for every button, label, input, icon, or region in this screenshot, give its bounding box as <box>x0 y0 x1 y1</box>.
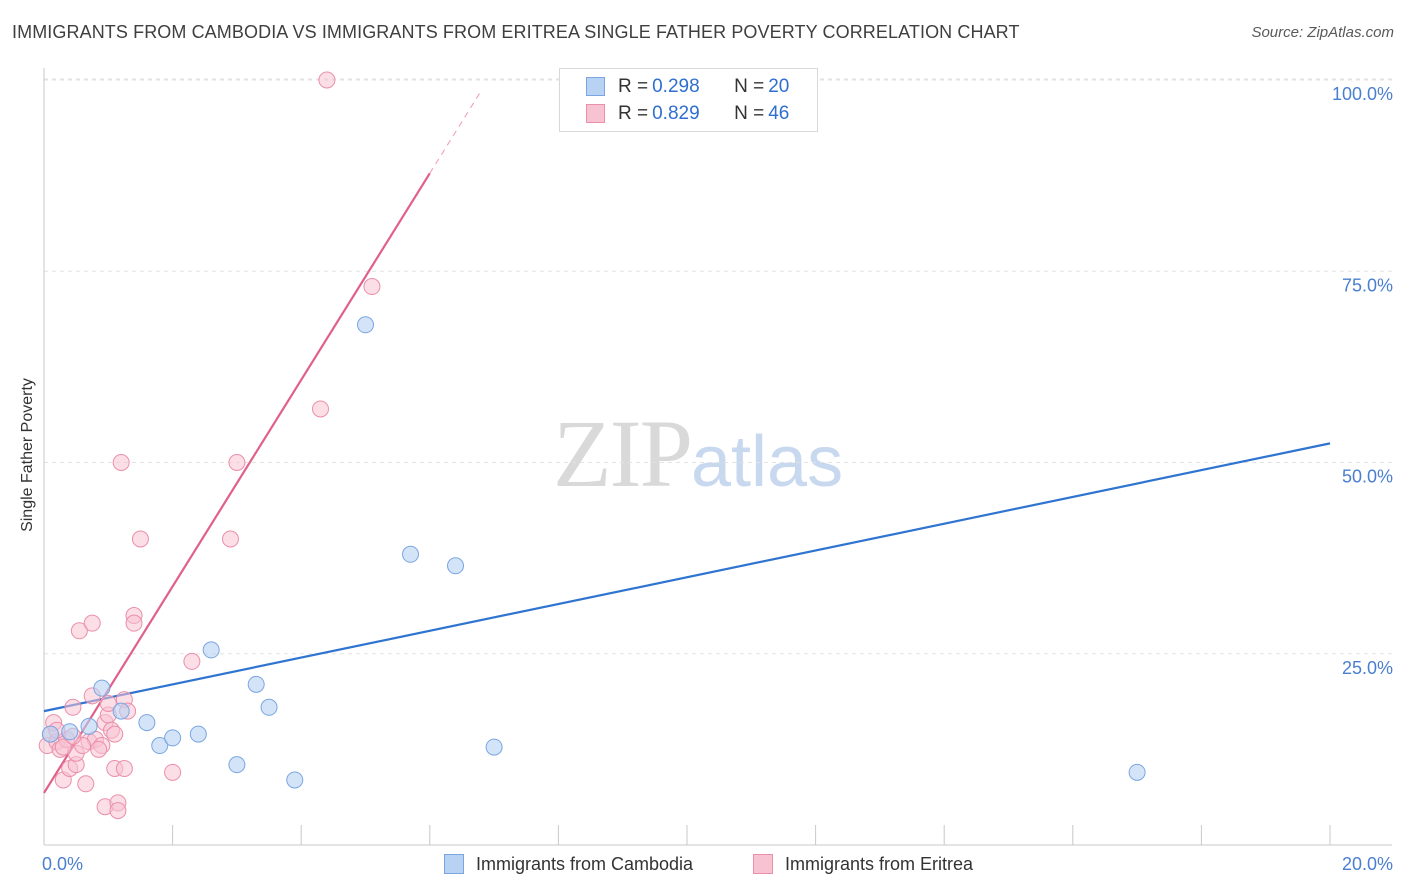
eritrea-legend-swatch <box>586 104 605 123</box>
cambodia-point <box>485 738 503 756</box>
cambodia-point <box>93 679 111 697</box>
cambodia-point <box>202 641 220 659</box>
eritrea-point <box>83 614 101 632</box>
x-tick-label: 20.0% <box>1342 854 1393 874</box>
eritrea-r-label: R = <box>618 103 649 124</box>
cambodia-point <box>80 717 98 735</box>
cambodia-point <box>260 698 278 716</box>
eritrea-point <box>125 614 143 632</box>
eritrea-point <box>90 740 108 758</box>
cambodia-point <box>357 316 374 334</box>
x-tick-label: 0.0% <box>42 854 83 874</box>
eritrea-point <box>228 454 246 471</box>
eritrea-point <box>183 652 201 670</box>
eritrea-point <box>77 775 95 793</box>
cambodia-point <box>228 756 246 774</box>
watermark: ZIPatlas <box>553 398 843 509</box>
eritrea-n-label: N = <box>734 103 765 124</box>
chart-title: IMMIGRANTS FROM CAMBODIA VS IMMIGRANTS F… <box>12 22 1020 42</box>
eritrea-r-value: 0.829 <box>652 103 700 124</box>
cambodia-point <box>151 737 169 755</box>
trend-layer <box>43 90 1331 794</box>
eritrea-point <box>54 738 72 756</box>
cambodia-point <box>1128 763 1146 781</box>
eritrea-point <box>131 530 149 548</box>
bottom-legend-eritrea: Immigrants from Eritrea <box>753 852 973 876</box>
eritrea-point <box>318 71 336 89</box>
source-label: Source: ZipAtlas.com <box>1251 24 1394 41</box>
y-tick-label: 75.0% <box>1342 275 1393 295</box>
cambodia-point <box>447 557 465 575</box>
eritrea-point <box>363 278 381 296</box>
cambodia-point <box>286 771 304 789</box>
cambodia-point <box>112 702 130 720</box>
eritrea-point <box>115 760 133 777</box>
cambodia-n-label: N = <box>734 76 765 97</box>
eritrea-point <box>106 725 124 743</box>
eritrea-n-value: 46 <box>768 103 790 124</box>
eritrea-point <box>109 802 127 820</box>
y-tick-label: 25.0% <box>1342 658 1393 678</box>
cambodia-point <box>189 725 207 743</box>
cambodia-legend-row: R = 0.298 N = 20 <box>618 75 789 99</box>
cambodia-point <box>41 725 59 743</box>
cambodia-bottom-swatch <box>444 854 464 874</box>
cambodia-point <box>247 675 265 693</box>
eritrea-legend-row: R = 0.829 N = 46 <box>618 102 789 126</box>
cambodia-r-value: 0.298 <box>652 76 700 97</box>
eritrea-bottom-label: Immigrants from Eritrea <box>785 853 974 874</box>
tick-label-layer: 25.0% 50.0% 75.0% 100.0% 0.0% 20.0% <box>42 84 1393 874</box>
eritrea-point <box>221 530 239 548</box>
bottom-legend-cambodia: Immigrants from Cambodia <box>444 852 693 876</box>
axis-layer <box>43 68 1392 846</box>
cambodia-trend-line <box>43 442 1331 713</box>
cambodia-point <box>138 714 156 732</box>
cambodia-n-value: 20 <box>768 76 790 97</box>
cambodia-point <box>402 545 420 563</box>
eritrea-point <box>70 622 88 640</box>
cambodia-bottom-label: Immigrants from Cambodia <box>476 853 694 874</box>
eritrea-bottom-swatch <box>753 854 773 874</box>
eritrea-point <box>311 400 329 418</box>
cambodia-point <box>164 729 182 747</box>
eritrea-trend-extension <box>429 90 482 174</box>
points-layer <box>38 71 1146 820</box>
eritrea-point <box>64 698 82 716</box>
cambodia-legend-swatch <box>586 77 605 96</box>
eritrea-point <box>99 694 117 712</box>
correlation-legend: R = 0.298 N = 20 R = 0.829 N = 46 <box>559 68 818 132</box>
cambodia-r-label: R = <box>618 76 649 97</box>
eritrea-point <box>164 763 182 781</box>
grid-layer <box>44 78 1392 655</box>
cambodia-point <box>61 723 79 741</box>
y-tick-label: 100.0% <box>1332 84 1393 104</box>
eritrea-point <box>112 454 130 471</box>
watermark-zip: ZIP <box>553 400 693 507</box>
y-tick-label: 50.0% <box>1342 467 1393 487</box>
